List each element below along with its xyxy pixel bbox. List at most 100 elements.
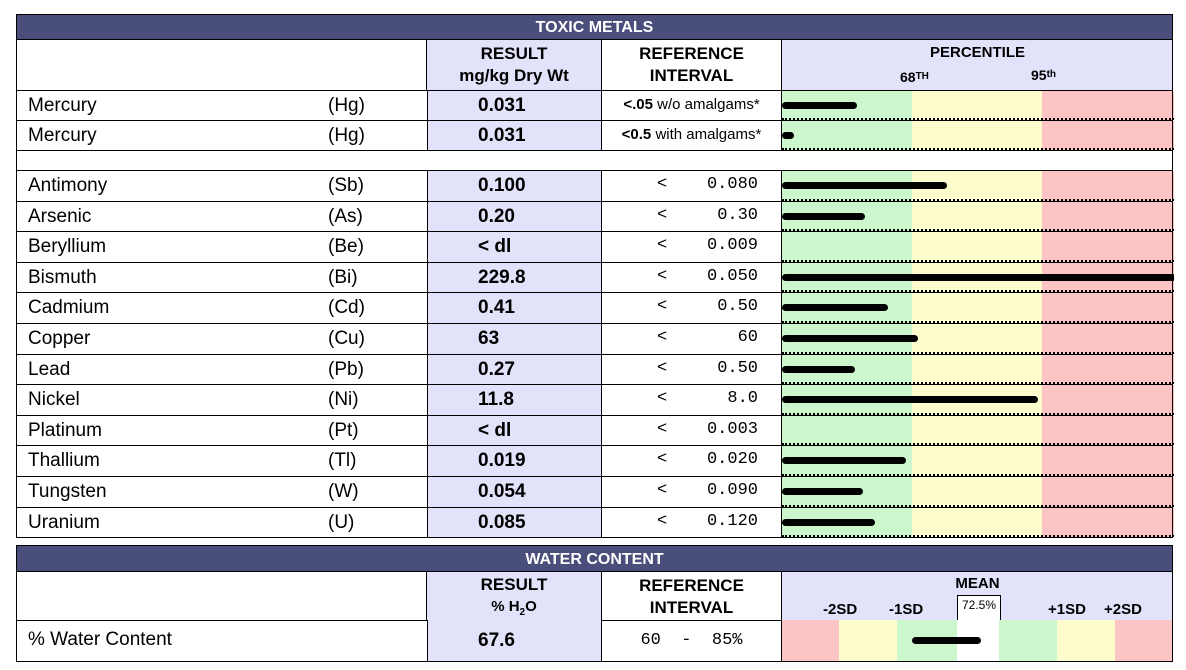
element-name: Antimony xyxy=(28,175,108,196)
water-content-header: RESULT % H2O REFERENCE INTERVAL MEAN 72.… xyxy=(16,571,1173,622)
metal-row-tungsten: Tungsten (W) 0.054 <0.090 xyxy=(16,477,1174,508)
less-than-sign: < xyxy=(657,236,668,256)
water-content-label: % Water Content xyxy=(28,629,172,650)
dotted-line xyxy=(782,382,1174,385)
reference-value: 0.50 xyxy=(717,358,758,378)
water-content-row: % Water Content 67.6 60 - 85% xyxy=(16,620,1173,662)
water-reference-header-line1: REFERENCE xyxy=(639,576,744,595)
element-symbol: (Ni) xyxy=(328,389,359,411)
result-value: 63 xyxy=(427,324,602,354)
less-than-sign: < xyxy=(657,511,668,531)
element-symbol: (Be) xyxy=(328,236,364,258)
element-name: Mercury xyxy=(28,95,97,116)
reference-interval: <0.50 xyxy=(602,293,782,323)
element-name: Platinum xyxy=(28,419,102,441)
sd-minus2-label: -2SD xyxy=(823,601,858,618)
result-value: 0.41 xyxy=(427,293,602,323)
reference-interval: <0.090 xyxy=(602,477,782,507)
zone-red xyxy=(1042,293,1174,323)
percentile-scale xyxy=(782,354,1174,385)
less-than-sign: < xyxy=(657,358,668,378)
element-name: Mercury xyxy=(28,125,97,146)
element-name: Bismuth xyxy=(28,266,97,288)
percentile-scale xyxy=(782,415,1174,446)
zone-red xyxy=(1042,385,1174,415)
percentile-95-label: 95th xyxy=(1031,67,1057,83)
zone-red xyxy=(1042,477,1174,507)
toxic-metals-header: RESULT mg/kg Dry Wt REFERENCE INTERVAL P… xyxy=(16,39,1173,91)
dotted-line xyxy=(782,290,1174,293)
mean-label: MEAN xyxy=(955,575,1000,592)
zone-minus2-yellow xyxy=(839,620,897,661)
reference-interval: <0.020 xyxy=(602,446,782,476)
zone-red xyxy=(1042,201,1174,232)
reference-value: 8.0 xyxy=(727,389,758,409)
percentile-scale xyxy=(782,446,1174,476)
element-symbol: (As) xyxy=(328,205,363,227)
zone-red xyxy=(1042,324,1174,354)
mercury-row: Mercury (Hg) 0.031 <0.5 with amalgams* xyxy=(16,121,1174,151)
percentile-bar xyxy=(782,304,888,312)
water-result-header-line2: % H2O xyxy=(491,598,537,618)
zone-yellow xyxy=(912,324,1042,354)
element-symbol: (U) xyxy=(328,511,355,533)
result-value: 0.100 xyxy=(427,171,602,201)
reference-value: 0.003 xyxy=(706,419,758,439)
zone-red xyxy=(1042,91,1174,120)
zone-red xyxy=(1042,415,1174,446)
element-symbol: (Pt) xyxy=(328,419,359,441)
element-name: Arsenic xyxy=(28,205,92,227)
mean-value-box: 72.5% xyxy=(957,595,1001,622)
water-content-result: 67.6 xyxy=(427,620,602,661)
reference-interval: <0.080 xyxy=(602,171,782,201)
zone-yellow xyxy=(912,415,1042,446)
metal-row-uranium: Uranium (U) 0.085 <0.120 xyxy=(16,507,1174,539)
dotted-line xyxy=(782,504,1174,507)
percentile-bar xyxy=(782,212,865,220)
result-value: 0.20 xyxy=(427,201,602,232)
zone-yellow xyxy=(912,91,1042,120)
result-value: < dl xyxy=(427,415,602,446)
less-than-sign: < xyxy=(657,175,668,194)
zone-yellow xyxy=(912,232,1042,262)
reference-interval: <0.009 xyxy=(602,232,782,262)
percentile-scale xyxy=(782,385,1174,415)
element-name: Thallium xyxy=(28,450,100,472)
zone-plus2-yellow xyxy=(1057,620,1115,661)
zone-plus1-green xyxy=(999,620,1057,661)
result-value: 0.031 xyxy=(427,121,602,150)
result-value: 229.8 xyxy=(427,262,602,293)
zone-yellow xyxy=(912,201,1042,232)
dotted-line xyxy=(782,535,1174,538)
result-value: 0.085 xyxy=(427,507,602,538)
percentile-bar xyxy=(782,457,906,465)
reference-text: w/o amalgams* xyxy=(652,96,760,113)
zone-minus2-red xyxy=(782,620,839,661)
zone-yellow xyxy=(912,354,1042,385)
percentile-scale xyxy=(782,262,1174,293)
zone-green xyxy=(782,415,912,446)
reference-value: 0.120 xyxy=(706,511,758,531)
element-symbol: (Hg) xyxy=(328,95,365,116)
metal-row-antimony: Antimony (Sb) 0.100 <0.080 xyxy=(16,171,1174,202)
dotted-line xyxy=(782,351,1174,354)
zone-yellow xyxy=(912,293,1042,323)
percentile-scale xyxy=(782,324,1174,354)
element-name: Copper xyxy=(28,328,91,349)
element-symbol: (Sb) xyxy=(328,175,364,196)
element-symbol: (Cu) xyxy=(328,328,365,349)
element-symbol: (Tl) xyxy=(328,450,357,472)
result-value: 0.031 xyxy=(427,91,602,120)
reference-interval: <0.30 xyxy=(602,201,782,232)
water-content-reference: 60 - 85% xyxy=(602,620,782,661)
mercury-row: Mercury (Hg) 0.031 <.05 w/o amalgams* xyxy=(16,91,1174,121)
reference-interval: <0.5 with amalgams* xyxy=(602,121,782,150)
element-name: Nickel xyxy=(28,389,80,411)
reference-value: 0.30 xyxy=(717,205,758,225)
dotted-line xyxy=(782,229,1174,232)
less-than-sign: < xyxy=(657,389,668,409)
element-name: Tungsten xyxy=(28,481,107,502)
percentile-header: PERCENTILE 68TH 95th xyxy=(782,40,1173,90)
percentile-scale xyxy=(782,232,1174,262)
water-content-scale xyxy=(782,620,1173,661)
